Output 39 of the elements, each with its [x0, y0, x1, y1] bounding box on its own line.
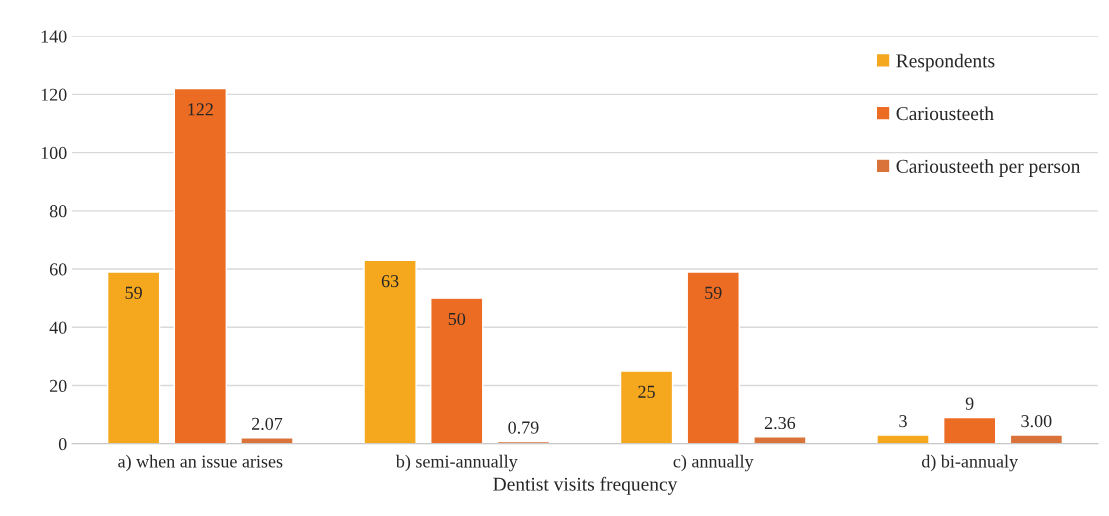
- data-label: 63: [381, 275, 399, 288]
- y-tick-label: 20: [49, 379, 67, 392]
- y-tick-label: 120: [41, 88, 67, 101]
- y-tick-label: 80: [49, 205, 67, 218]
- data-label: 3: [899, 415, 907, 428]
- data-label: 2.36: [764, 416, 796, 430]
- data-label: 122: [188, 103, 213, 116]
- bar: [430, 297, 484, 444]
- bar: [619, 370, 674, 444]
- legend-label: Cariousteeth: [896, 106, 994, 121]
- data-label: 59: [125, 286, 142, 299]
- legend-label: Respondents: [896, 53, 995, 72]
- bar: [363, 259, 417, 444]
- x-tick-label: c) annually: [673, 454, 754, 472]
- bar: [942, 416, 997, 444]
- bar: [173, 87, 228, 444]
- y-tick-label: 140: [41, 30, 67, 43]
- data-label: 0.79: [508, 421, 539, 434]
- bar: [686, 271, 740, 444]
- x-tick-label: d) bi-annualy: [921, 454, 1018, 472]
- y-tick-label: 100: [41, 146, 67, 160]
- legend-label: Cariousteeth per person: [896, 159, 1081, 177]
- x-tick-label: b) semi-annually: [395, 454, 518, 472]
- data-label: 25: [638, 385, 655, 398]
- bar: [753, 436, 807, 444]
- y-tick-label: 60: [49, 263, 67, 276]
- x-axis-title: Dentist visits frequency: [493, 476, 678, 495]
- bar: [1009, 434, 1064, 444]
- data-label: 9: [965, 397, 974, 410]
- x-tick-label: a) when an issue arises: [118, 454, 283, 472]
- bar: [876, 434, 930, 444]
- bar: [240, 437, 294, 444]
- data-label: 2.07: [251, 417, 283, 430]
- data-label: 50: [448, 312, 466, 326]
- data-label: 3.00: [1021, 415, 1052, 428]
- y-tick-label: 40: [49, 321, 67, 334]
- y-tick-label: 0: [58, 438, 67, 451]
- data-label: 59: [705, 286, 722, 299]
- bar: [106, 271, 161, 444]
